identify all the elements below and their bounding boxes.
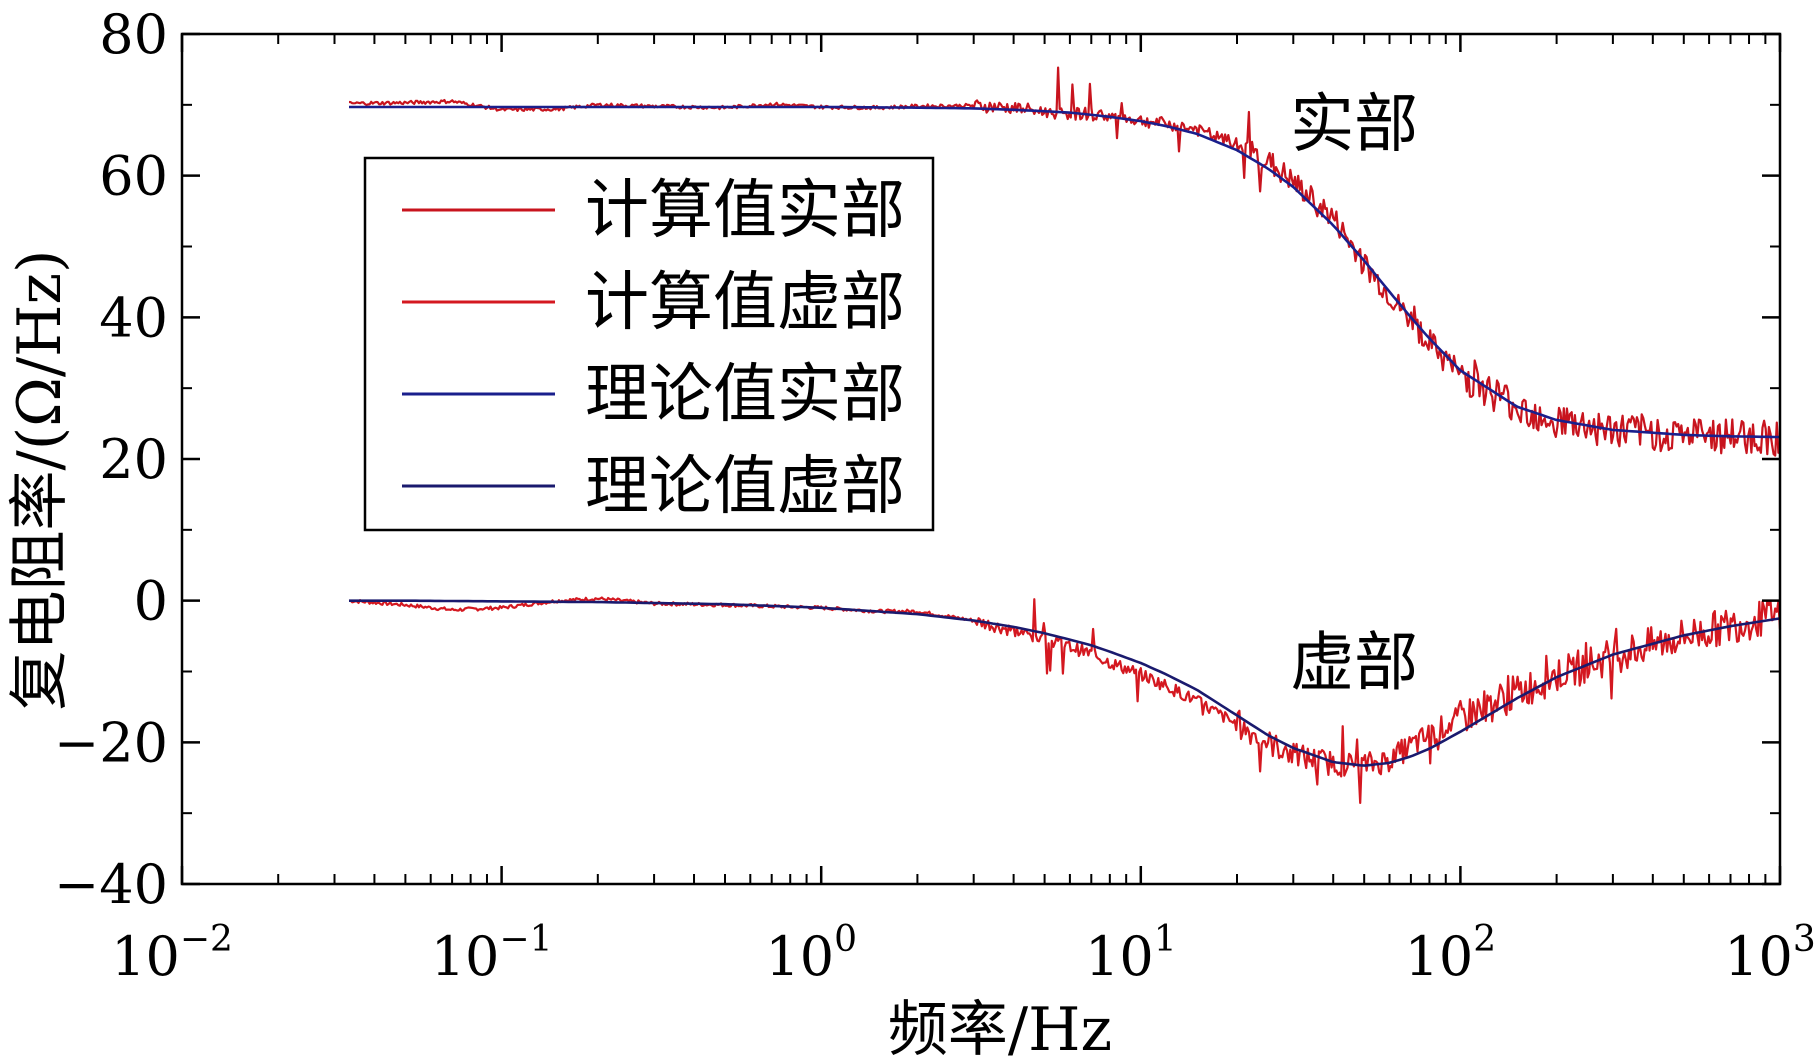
series-line — [349, 105, 1780, 439]
legend-label: 计算值虚部 — [585, 266, 905, 340]
annotation-label: 虚部 — [1290, 626, 1418, 700]
series-line — [349, 599, 1781, 767]
y-tick-label: 60 — [99, 145, 168, 208]
legend-label: 理论值实部 — [585, 358, 905, 432]
x-tick-label: 101 — [1085, 919, 1177, 988]
x-tick-label: 10−1 — [431, 919, 553, 988]
series-line — [348, 596, 1782, 805]
y-tick-label: 20 — [99, 428, 168, 491]
y-tick-label: 40 — [99, 286, 168, 349]
x-tick-label: 102 — [1405, 919, 1497, 988]
legend-label: 理论值虚部 — [585, 450, 905, 524]
x-tick-label: 10−2 — [111, 919, 233, 988]
legend-box — [363, 156, 935, 532]
y-tick-label: −40 — [54, 853, 168, 916]
legend-label: 计算值实部 — [585, 174, 905, 248]
y-tick-label: 80 — [99, 3, 168, 66]
y-tick-label: 0 — [134, 570, 168, 633]
y-axis-label: 复电阻率/(Ω/Hz) — [5, 250, 75, 711]
y-tick-label: −20 — [54, 711, 168, 774]
annotation-label: 实部 — [1290, 88, 1418, 162]
tick-layer — [180, 32, 1782, 886]
x-tick-label: 103 — [1724, 919, 1816, 988]
x-tick-label: 100 — [765, 919, 857, 988]
series-layer — [348, 66, 1782, 805]
x-axis-label: 频率/Hz — [888, 995, 1112, 1063]
